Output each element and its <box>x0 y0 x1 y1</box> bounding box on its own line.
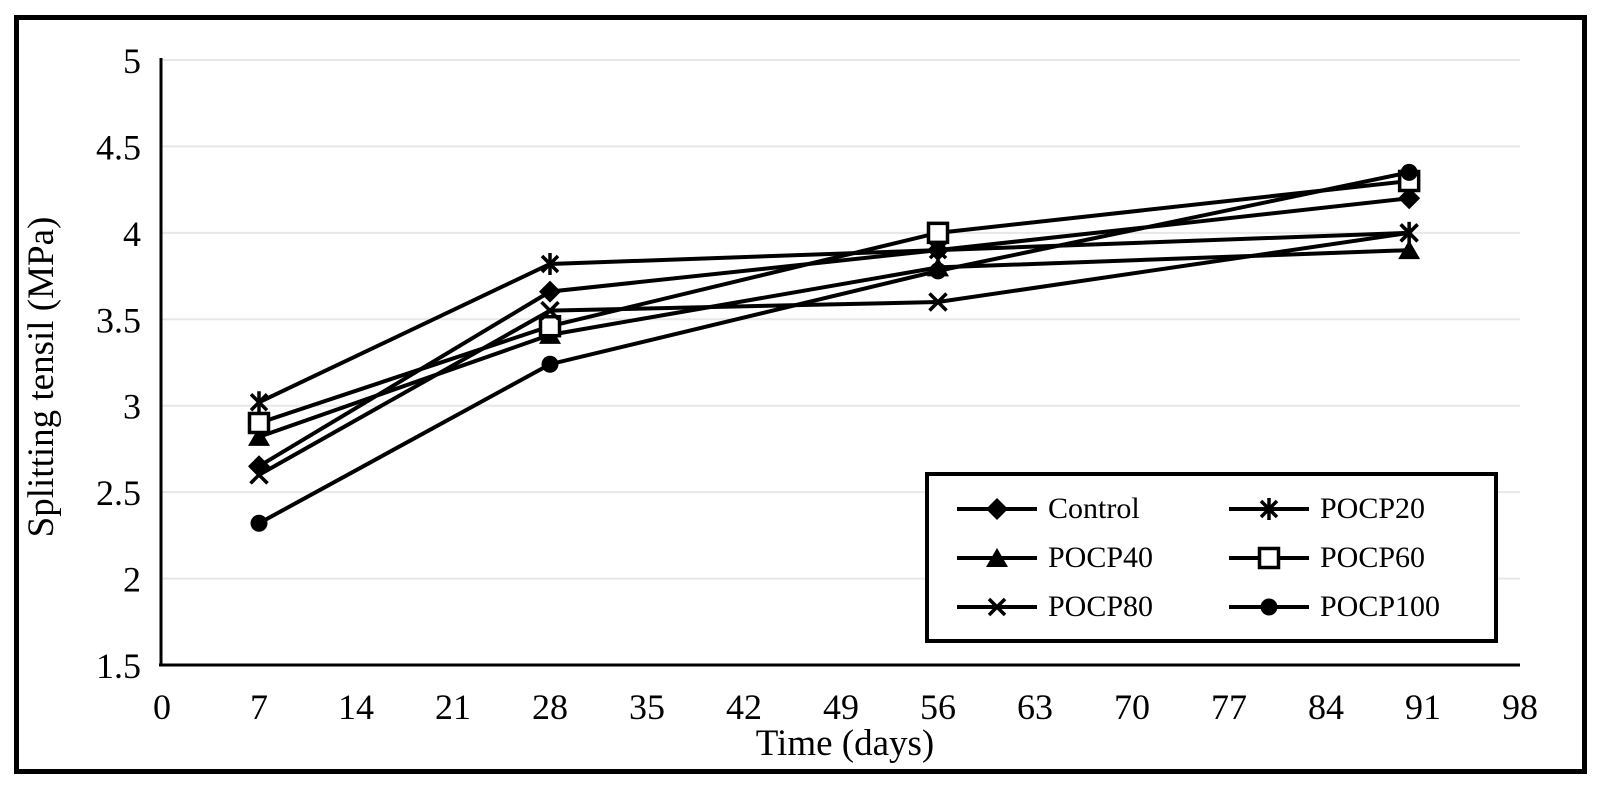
series-pocp20 <box>249 221 1419 414</box>
circle-marker-icon <box>250 514 268 532</box>
circle-marker-icon <box>929 262 947 280</box>
y-axis-title: Splitting tensil (MPa) <box>21 216 62 538</box>
series-line <box>258 230 1410 405</box>
x-marker-icon <box>1399 223 1419 243</box>
legend-label: POCP80 <box>1048 589 1154 623</box>
circle-marker-icon <box>1229 598 1309 615</box>
legend-entry-pocp40: POCP40 <box>955 540 1227 574</box>
x-tick-label: 63 <box>1017 687 1053 727</box>
x-tick-label: 28 <box>532 687 568 727</box>
x-tick-label: 49 <box>823 687 859 727</box>
series-line <box>258 170 1410 526</box>
legend-label: Control <box>1048 491 1140 525</box>
y-tick-label: 5 <box>123 41 141 81</box>
x-tick-label: 91 <box>1405 687 1441 727</box>
legend-label: POCP60 <box>1320 540 1426 574</box>
x-marker-icon <box>957 597 1037 616</box>
x-tick-label: 84 <box>1308 687 1344 727</box>
legend-label: POCP100 <box>1320 589 1441 623</box>
x-tick-label: 42 <box>726 687 762 727</box>
circle-marker-icon <box>1400 163 1418 181</box>
series-line <box>258 230 1410 477</box>
y-tick-label: 3 <box>123 387 141 427</box>
y-tick-label: 2 <box>123 560 141 600</box>
series-pocp60 <box>247 169 1421 435</box>
series-pocp100 <box>250 163 1418 532</box>
legend-entry-pocp20: POCP20 <box>1227 491 1494 525</box>
x-tick-label: 77 <box>1211 687 1247 727</box>
square-marker-icon <box>926 221 950 245</box>
x-tick-label: 14 <box>338 687 374 727</box>
asterisk-marker-icon <box>540 252 560 275</box>
legend-label: POCP40 <box>1048 540 1154 574</box>
legend-entry-pocp60: POCP60 <box>1227 540 1494 574</box>
series-pocp80 <box>249 223 1419 485</box>
square-marker-icon <box>538 314 562 338</box>
legend-entry-control: Control <box>955 491 1227 525</box>
y-tick-label: 1.5 <box>96 646 141 686</box>
series-line <box>258 179 1410 425</box>
legend-entry-pocp100: POCP100 <box>1227 589 1494 623</box>
y-tick-label: 4 <box>123 214 141 254</box>
y-tick-label: 3.5 <box>96 300 141 340</box>
series-line <box>258 248 1410 439</box>
x-tick-label: 98 <box>1502 687 1538 727</box>
x-marker-icon <box>928 292 948 312</box>
asterisk-marker-icon <box>249 391 269 414</box>
triangle-marker-icon <box>957 547 1037 567</box>
square-marker-icon <box>1229 546 1309 569</box>
series-line <box>257 196 1410 468</box>
x-tick-label: 7 <box>250 687 268 727</box>
x-tick-label: 21 <box>435 687 471 727</box>
legend-entry-pocp80: POCP80 <box>955 589 1227 623</box>
triangle-marker-icon <box>1398 240 1421 260</box>
legend-label: POCP20 <box>1320 491 1426 525</box>
x-tick-label: 0 <box>153 687 171 727</box>
circle-marker-icon <box>541 355 559 373</box>
series-pocp40 <box>248 240 1421 446</box>
asterisk-marker-icon <box>1229 497 1309 520</box>
x-tick-label: 70 <box>1114 687 1150 727</box>
x-marker-icon <box>249 465 269 485</box>
diamond-marker-icon <box>957 497 1037 520</box>
legend: Control POCP20 POCP40 POCP60 POCP80 <box>925 472 1498 643</box>
x-axis-title: Time (days) <box>755 723 935 764</box>
diamond-marker-icon <box>539 280 561 303</box>
diamond-marker-icon <box>1398 187 1421 210</box>
x-tick-label: 35 <box>629 687 665 727</box>
x-marker-icon <box>540 300 560 321</box>
square-marker-icon <box>247 411 271 435</box>
y-tick-label: 4.5 <box>96 127 141 167</box>
triangle-marker-icon <box>248 426 270 446</box>
y-tick-label: 2.5 <box>96 473 141 513</box>
x-tick-label: 56 <box>920 687 956 727</box>
